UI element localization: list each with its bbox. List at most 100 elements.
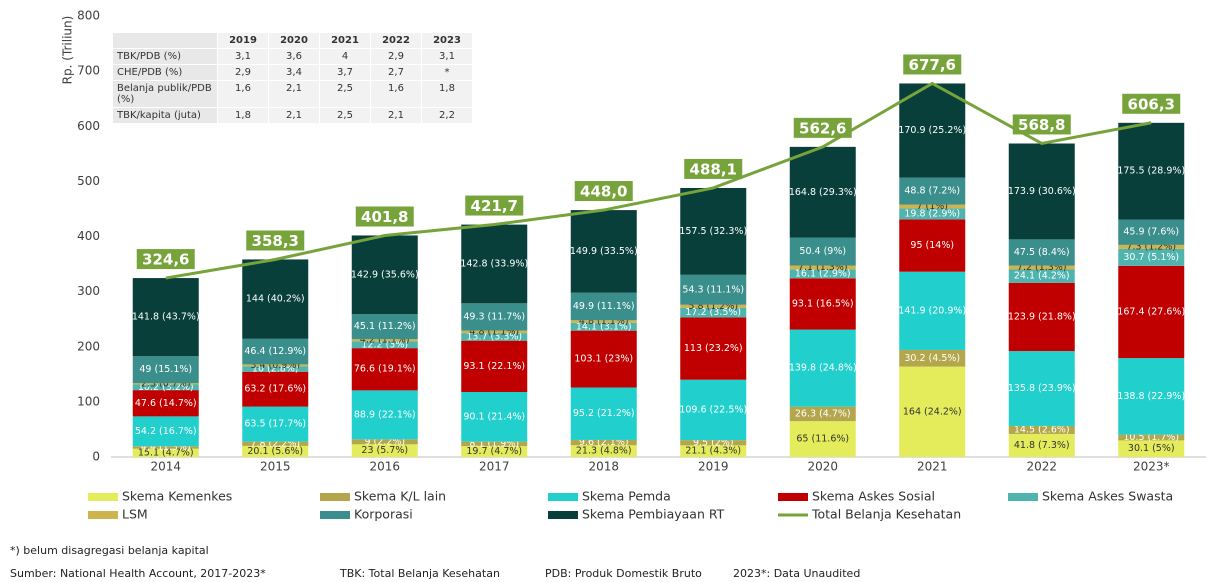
bar-segment [570, 330, 637, 388]
table-cell: 3,4 [268, 64, 320, 81]
table-cell: 2,9 [217, 64, 269, 81]
data-label: 50.4 (9%) [799, 246, 846, 257]
data-label: 8.1 (1.9%) [469, 438, 519, 449]
bar-segment [132, 416, 199, 447]
data-label: 142.8 (33.9%) [460, 258, 528, 269]
bar-segment [899, 366, 966, 457]
data-label: 149.9 (33.5%) [570, 246, 638, 257]
total-label-box [574, 181, 633, 202]
total-line [165, 81, 1152, 280]
bar-segment [351, 348, 418, 391]
x-tick-label: 2019 [698, 460, 729, 474]
bar-segment [1118, 244, 1185, 249]
total-label: 324,6 [142, 251, 189, 269]
data-label: 49.9 (11.1%) [573, 301, 635, 312]
table-corner [112, 32, 218, 49]
data-label: 88.9 (22.1%) [354, 409, 416, 420]
data-label: 90.1 (21.4%) [463, 411, 525, 422]
row-label: TBK/PDB (%) [112, 48, 218, 65]
data-label: 48.8 (7.2%) [904, 186, 960, 197]
bar-segment [1008, 239, 1075, 266]
data-label: 9 (2.2%) [364, 436, 405, 447]
bar-segment [680, 440, 747, 446]
table-cell: 2,5 [319, 107, 371, 124]
bar-segment [1008, 282, 1075, 352]
data-label: 113 (23.2%) [684, 343, 743, 354]
data-label: 9.5 (2%) [693, 437, 734, 448]
data-label: 10 (2.8%) [252, 364, 299, 375]
table-cell: 3,7 [319, 64, 371, 81]
data-label: 144 (40.2%) [246, 294, 305, 305]
bar-segment [899, 83, 966, 178]
chart: Rp. (Triliun) 0 100 200 300 400 500 600 700 800 2… [61, 9, 1206, 522]
data-label: 15.1 (4.7%) [138, 447, 194, 458]
data-label: 109.6 (22.5%) [679, 404, 747, 415]
table-cell: 2,9 [370, 48, 422, 65]
data-label: 30.7 (5.1%) [1123, 252, 1179, 263]
bar-segment [242, 364, 309, 367]
data-label: 7.3 (1.2%) [1126, 241, 1176, 252]
legend-swatch [88, 511, 118, 519]
bar-segment [461, 340, 528, 393]
total-label: 358,3 [252, 232, 299, 250]
x-tick-label: 2021 [917, 460, 948, 474]
bar-segment [1008, 265, 1075, 270]
data-label: 4.4 (1.3%) [141, 442, 191, 453]
data-label: 45.1 (11.2%) [354, 321, 416, 332]
bar-segment [570, 439, 637, 446]
data-label: 21.3 (4.8%) [576, 446, 632, 457]
data-label: 9.6 (2.1%) [579, 437, 629, 448]
data-label: 103.1 (23%) [574, 354, 633, 365]
data-label: 164 (24.2%) [903, 406, 962, 417]
data-label: 135.8 (23.9%) [1008, 383, 1076, 394]
bar-segment [1008, 269, 1075, 283]
data-label: 14.1 (3.1%) [576, 321, 632, 332]
total-label-box [684, 158, 743, 179]
bar-segment [789, 278, 856, 330]
bar-segment [132, 390, 199, 417]
bar-segment [1118, 219, 1185, 245]
data-label: 19.7 (4.7%) [466, 446, 522, 457]
total-label-box [1012, 114, 1071, 135]
bar-segment [351, 339, 418, 342]
bar-segment [680, 304, 747, 308]
data-label: 16.1 (2.9%) [795, 268, 851, 279]
data-label: 7.2 (1.3%) [1017, 262, 1067, 273]
data-label: 24.1 (4.2%) [1014, 271, 1070, 282]
bar-segment [351, 235, 418, 315]
data-label: 21.1 (4.3%) [685, 446, 741, 457]
legend-swatch [548, 511, 578, 519]
data-label: 45.9 (7.6%) [1123, 227, 1179, 238]
bar-segment [242, 366, 309, 372]
table-cell: 2,1 [268, 107, 320, 124]
legend-swatch [1008, 493, 1038, 501]
data-label: 138.8 (22.9%) [1117, 391, 1185, 402]
legend-swatch [320, 511, 350, 519]
bar-segment [242, 445, 309, 457]
total-label: 606,3 [1128, 95, 1175, 113]
data-label: 123.9 (21.8%) [1008, 311, 1076, 322]
data-label: 139.8 (24.8%) [789, 363, 857, 374]
legend-label: Skema Pemda [582, 489, 671, 504]
ratio-table: 2019 2020 2021 2022 2023 TBK/PDB (%) 3,1 3,6 4 2,… [112, 32, 473, 124]
data-label: 173.9 (30.6%) [1008, 186, 1076, 197]
data-label: 10.5 (1.7%) [1123, 432, 1179, 443]
data-label: 170.9 (25.2%) [898, 125, 966, 136]
data-label: 47.6 (14.7%) [135, 398, 197, 409]
bar-segment [1008, 143, 1075, 240]
y-tick-label: 500 [77, 174, 100, 188]
y-tick-label: 200 [77, 339, 100, 353]
bar-segment [242, 338, 309, 365]
data-label: 95 (14%) [910, 240, 954, 251]
bar-segment [461, 303, 528, 331]
bar-segment [680, 445, 747, 457]
bar-segment [680, 187, 747, 275]
x-tick-label: 2022 [1026, 460, 1057, 474]
data-label: 49 (15.1%) [139, 364, 192, 375]
data-label: 19.8 (2.9%) [904, 208, 960, 219]
bar-segment [1118, 434, 1185, 441]
total-label-box [136, 249, 195, 270]
bar-segment [1118, 248, 1185, 266]
data-label: 41.8 (7.3%) [1014, 440, 1070, 451]
y-tick-label: 400 [77, 229, 100, 243]
